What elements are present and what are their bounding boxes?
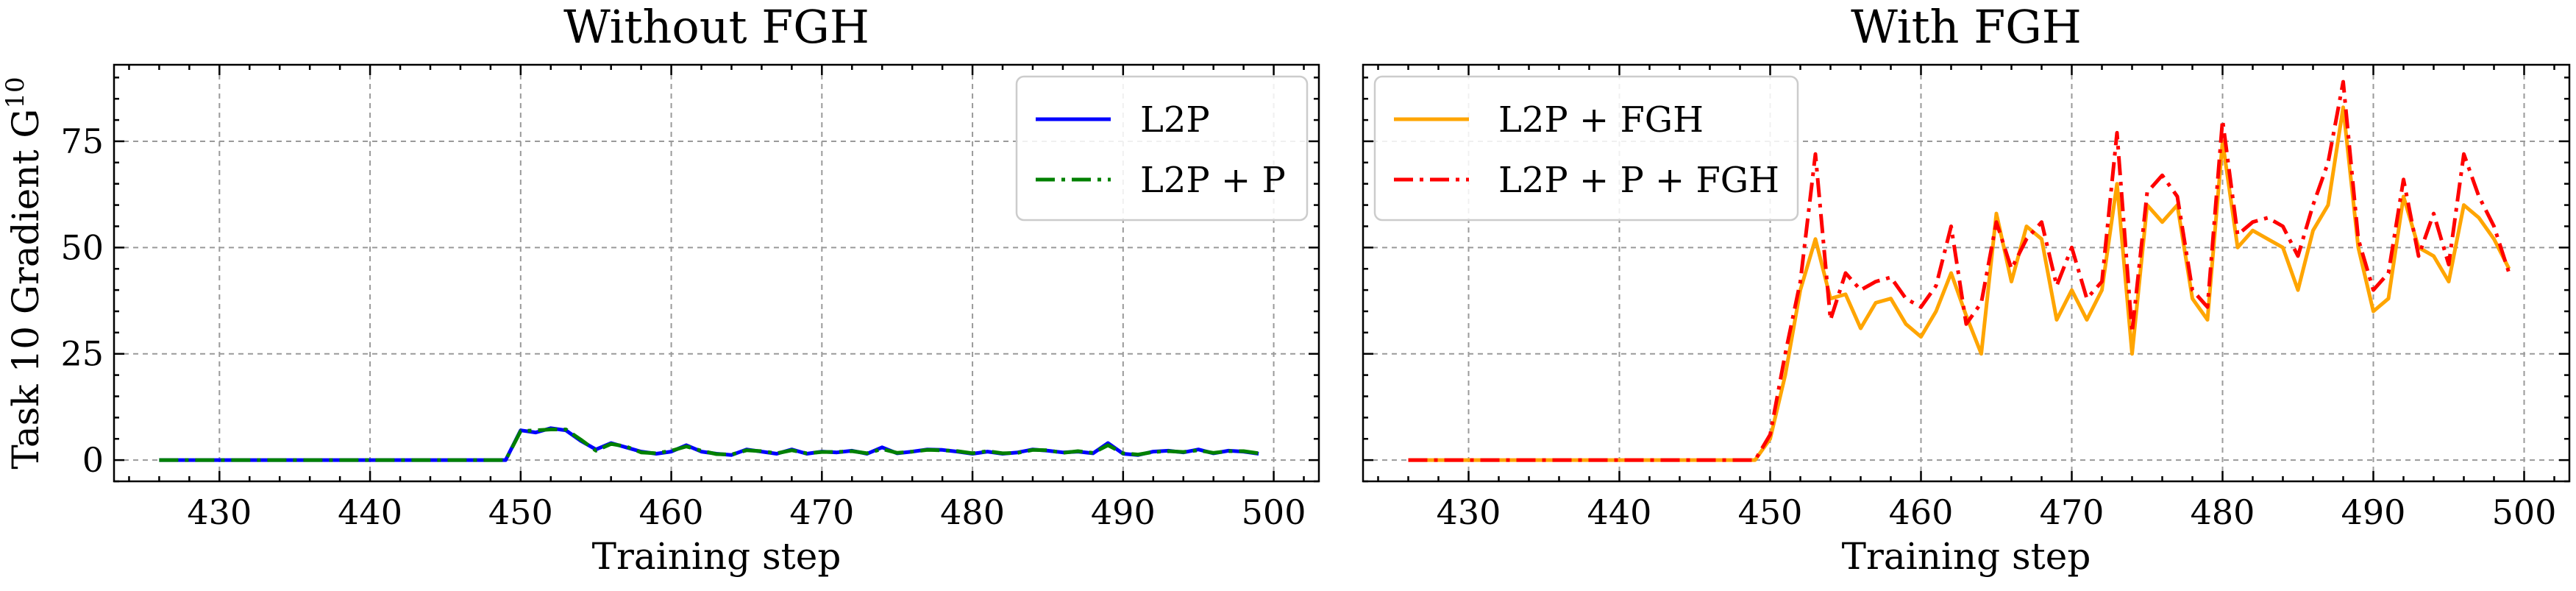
- series-line-l2p: [159, 426, 1259, 462]
- x-tick-label: 470: [789, 492, 854, 532]
- x-tick-label: 450: [1738, 492, 1803, 532]
- legend: L2P L2P + P: [1015, 75, 1309, 222]
- plot-frame: [113, 63, 1320, 483]
- x-axis-label: Training step: [1842, 535, 2091, 578]
- y-axis-label-base: Task 10 Gradient G: [4, 109, 47, 470]
- legend-label: L2P + P + FGH: [1498, 160, 1779, 201]
- x-tick-label: 430: [1437, 492, 1501, 532]
- x-tick-label: 460: [639, 492, 704, 532]
- panel-title: Without FGH: [563, 0, 869, 54]
- y-tick-label: 0: [82, 440, 104, 480]
- x-tick-label: 440: [1587, 492, 1652, 532]
- legend-box: [1373, 75, 1799, 222]
- legend: L2P + FGH L2P + P + FGH: [1373, 75, 1799, 222]
- x-tick-label: 480: [940, 492, 1005, 532]
- x-tick-label: 450: [488, 492, 553, 532]
- x-tick-label: 480: [2191, 492, 2255, 532]
- panel-without-fgh: Without FGH 430 440 450 460 470 480 490 500 0 25 5…: [1, 0, 1320, 578]
- y-tick-label: 50: [60, 227, 104, 267]
- x-tick-label: 440: [338, 492, 402, 532]
- y-tick-label: 25: [60, 334, 104, 374]
- legend-label: L2P: [1140, 99, 1210, 141]
- legend-label: L2P + P: [1140, 160, 1286, 201]
- legend-box: [1015, 75, 1309, 222]
- y-axis-label-superscript: 10: [1, 77, 30, 108]
- x-tick-label: 500: [1242, 492, 1306, 532]
- x-tick-label: 460: [1889, 492, 1954, 532]
- x-tick-label: 490: [1091, 492, 1156, 532]
- x-tick-label: 470: [2040, 492, 2104, 532]
- x-tick-label: 490: [2341, 492, 2406, 532]
- series-line-l2p-p-fgh: [1408, 79, 2511, 462]
- series-line-l2p-p: [159, 428, 1259, 462]
- panel-title: With FGH: [1851, 0, 2082, 54]
- legend-label: L2P + FGH: [1498, 99, 1704, 141]
- y-axis-label: Task 10 Gradient G10: [1, 77, 47, 469]
- panel-with-fgh: With FGH 430 440 450 460 470 480 490 500 Traini…: [1362, 0, 2571, 578]
- x-axis-label: Training step: [592, 535, 842, 578]
- plot-frame: [1362, 63, 2571, 483]
- x-tick-label: 500: [2492, 492, 2557, 532]
- y-tick-label: 75: [60, 121, 104, 161]
- x-tick-label: 430: [187, 492, 252, 532]
